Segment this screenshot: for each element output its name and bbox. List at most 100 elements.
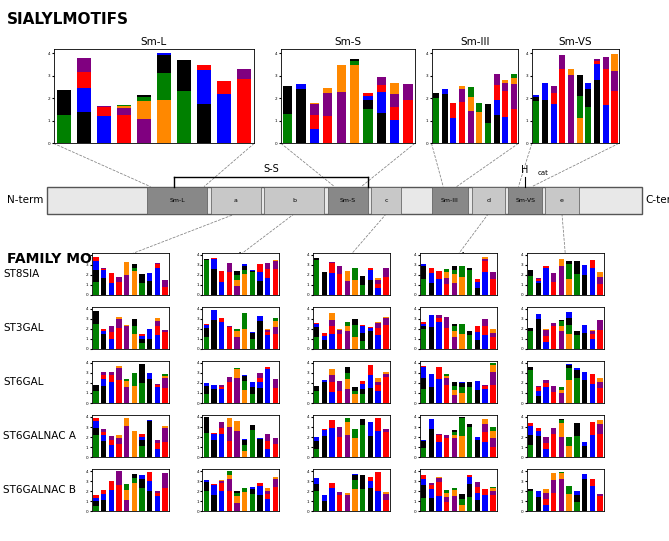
Bar: [611, 71, 617, 91]
Bar: [93, 325, 98, 349]
Bar: [237, 79, 252, 143]
Bar: [203, 386, 209, 393]
Bar: [551, 428, 557, 433]
Bar: [242, 445, 248, 451]
Bar: [234, 331, 240, 337]
Bar: [536, 431, 541, 436]
Bar: [482, 432, 488, 442]
Bar: [421, 322, 426, 324]
Bar: [574, 274, 579, 295]
Bar: [528, 426, 533, 436]
Bar: [353, 319, 358, 325]
Bar: [551, 433, 557, 457]
Bar: [543, 437, 549, 443]
Bar: [310, 115, 319, 129]
Bar: [603, 69, 609, 105]
Bar: [242, 270, 248, 274]
Bar: [93, 418, 98, 421]
Bar: [314, 449, 319, 457]
Text: FAMILY MOTIFS: FAMILY MOTIFS: [7, 252, 126, 266]
Bar: [101, 328, 106, 331]
Bar: [314, 484, 319, 491]
Bar: [203, 393, 209, 403]
Bar: [314, 491, 319, 511]
Bar: [155, 263, 160, 268]
Bar: [163, 374, 168, 375]
Bar: [452, 266, 457, 270]
Bar: [467, 485, 472, 497]
Bar: [567, 334, 572, 349]
Bar: [116, 471, 122, 485]
Bar: [460, 334, 465, 349]
Bar: [460, 499, 465, 505]
Bar: [345, 493, 350, 495]
Bar: [93, 506, 98, 511]
Bar: [543, 505, 549, 511]
Bar: [597, 424, 603, 434]
Bar: [467, 331, 472, 335]
Bar: [101, 435, 106, 441]
Bar: [234, 431, 240, 457]
Bar: [482, 419, 488, 424]
Bar: [375, 335, 381, 349]
Bar: [132, 272, 137, 295]
Bar: [273, 479, 278, 487]
Bar: [147, 281, 153, 295]
Bar: [467, 270, 472, 295]
Bar: [442, 94, 448, 143]
Bar: [490, 372, 496, 385]
Bar: [403, 100, 413, 143]
Bar: [375, 392, 381, 403]
Bar: [551, 480, 557, 493]
Bar: [452, 337, 457, 349]
Bar: [452, 324, 457, 326]
Bar: [452, 331, 457, 337]
Bar: [585, 89, 591, 107]
Bar: [234, 337, 240, 349]
Bar: [433, 98, 439, 143]
Bar: [314, 337, 319, 349]
Bar: [436, 315, 442, 318]
Bar: [250, 333, 255, 339]
Bar: [265, 268, 270, 278]
Bar: [155, 268, 160, 295]
Bar: [551, 281, 557, 295]
Bar: [490, 333, 496, 337]
Bar: [101, 279, 106, 295]
Bar: [203, 491, 209, 511]
Bar: [421, 329, 426, 349]
Bar: [559, 393, 564, 403]
Bar: [460, 418, 465, 436]
Bar: [360, 489, 365, 511]
Bar: [444, 328, 450, 349]
Bar: [574, 261, 579, 274]
Bar: [468, 97, 474, 111]
Bar: [345, 322, 350, 326]
Bar: [467, 387, 472, 403]
Bar: [250, 332, 255, 333]
Bar: [139, 274, 145, 283]
Bar: [360, 276, 365, 285]
Bar: [337, 65, 346, 92]
Bar: [314, 324, 319, 327]
Bar: [139, 479, 145, 489]
Bar: [139, 489, 145, 511]
Bar: [203, 482, 209, 491]
Bar: [258, 382, 263, 388]
Bar: [421, 485, 426, 498]
Bar: [482, 388, 488, 403]
Bar: [93, 385, 98, 391]
Bar: [567, 264, 572, 279]
Bar: [429, 315, 434, 327]
Bar: [459, 85, 465, 89]
Bar: [211, 494, 217, 511]
Bar: [124, 387, 129, 403]
Bar: [250, 394, 255, 403]
Bar: [337, 274, 343, 295]
Bar: [211, 485, 217, 494]
Bar: [101, 372, 106, 375]
Bar: [603, 57, 609, 69]
Bar: [322, 336, 327, 340]
Bar: [258, 486, 263, 496]
Bar: [337, 92, 346, 143]
